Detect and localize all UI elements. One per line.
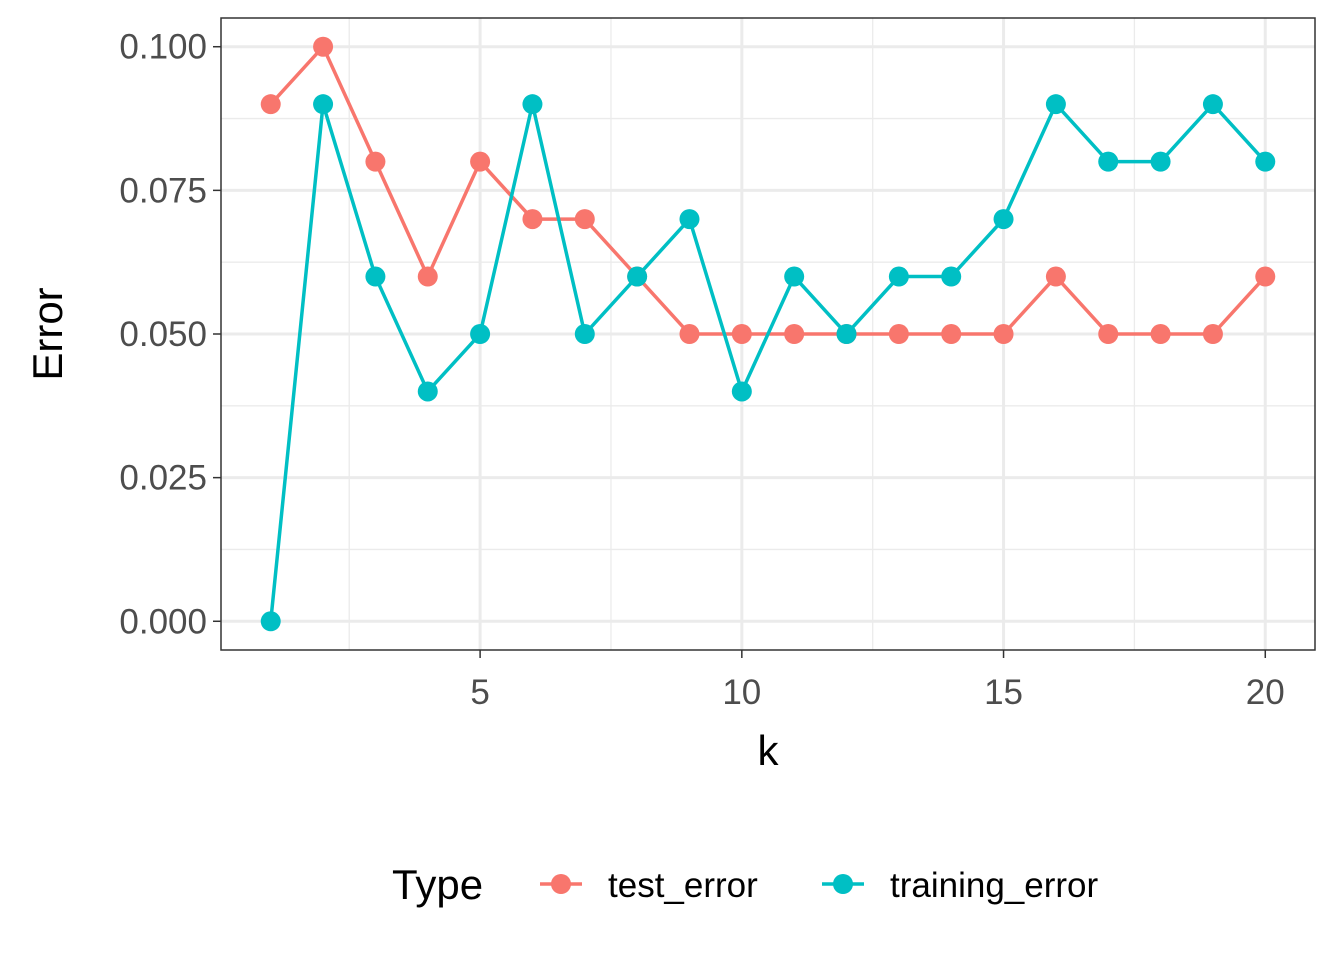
data-point-training_error <box>731 381 752 402</box>
data-point-training_error <box>522 94 543 115</box>
y-tick-label: 0.100 <box>119 28 207 67</box>
data-point-test_error <box>260 94 281 115</box>
legend-label: training_error <box>890 866 1098 905</box>
x-tick-label: 5 <box>470 673 489 712</box>
legend-label: test_error <box>608 866 758 905</box>
data-point-test_error <box>731 324 752 344</box>
data-point-test_error <box>1255 266 1276 287</box>
x-tick-label: 15 <box>984 673 1023 712</box>
data-point-test_error <box>313 36 334 57</box>
legend-key-point <box>833 874 853 894</box>
data-point-training_error <box>417 381 438 402</box>
data-point-training_error <box>888 266 909 287</box>
data-point-training_error <box>1202 94 1223 115</box>
data-point-test_error <box>470 151 491 172</box>
data-point-test_error <box>1045 266 1066 287</box>
data-point-training_error <box>941 266 962 287</box>
x-tick-label: 20 <box>1246 673 1285 712</box>
y-axis-label: Error <box>24 287 71 380</box>
data-point-training_error <box>365 266 386 287</box>
data-point-training_error <box>1150 151 1171 172</box>
data-point-test_error <box>888 324 909 344</box>
data-point-test_error <box>784 324 805 344</box>
data-point-training_error <box>993 209 1014 230</box>
legend-key-point <box>551 874 571 894</box>
grid <box>221 18 1315 650</box>
series-line-training_error <box>268 101 1267 622</box>
legend: Type test_error training_error <box>392 861 1098 908</box>
y-tick-label: 0.025 <box>119 459 207 498</box>
data-point-training_error <box>627 266 648 287</box>
data-point-training_error <box>1255 151 1276 172</box>
data-point-test_error <box>365 151 386 172</box>
data-point-training_error <box>470 324 491 344</box>
data-point-training_error <box>679 209 700 230</box>
y-tick-label: 0.050 <box>119 315 207 354</box>
data-point-training_error <box>784 266 805 287</box>
data-point-training_error <box>260 611 281 632</box>
data-point-test_error <box>417 266 438 287</box>
series-layer <box>260 36 1276 632</box>
data-point-training_error <box>313 94 334 115</box>
data-point-test_error <box>1202 324 1223 344</box>
data-point-training_error <box>836 324 857 344</box>
x-axis-label: k <box>758 727 780 774</box>
data-point-test_error <box>522 209 543 230</box>
data-point-test_error <box>679 324 700 344</box>
data-point-test_error <box>941 324 962 344</box>
data-point-test_error <box>993 324 1014 344</box>
axes: 5 10 15 20 0.000 0.025 0.050 0.075 0.100 <box>119 28 1284 712</box>
data-point-training_error <box>1045 94 1066 115</box>
y-tick-label: 0.075 <box>119 171 207 210</box>
legend-title: Type <box>392 861 483 908</box>
data-point-test_error <box>1150 324 1171 344</box>
data-point-training_error <box>1098 151 1119 172</box>
data-point-training_error <box>574 324 595 344</box>
x-tick-label: 10 <box>722 673 761 712</box>
data-point-test_error <box>1098 324 1119 344</box>
data-point-test_error <box>574 209 595 230</box>
y-tick-label: 0.000 <box>119 602 207 641</box>
